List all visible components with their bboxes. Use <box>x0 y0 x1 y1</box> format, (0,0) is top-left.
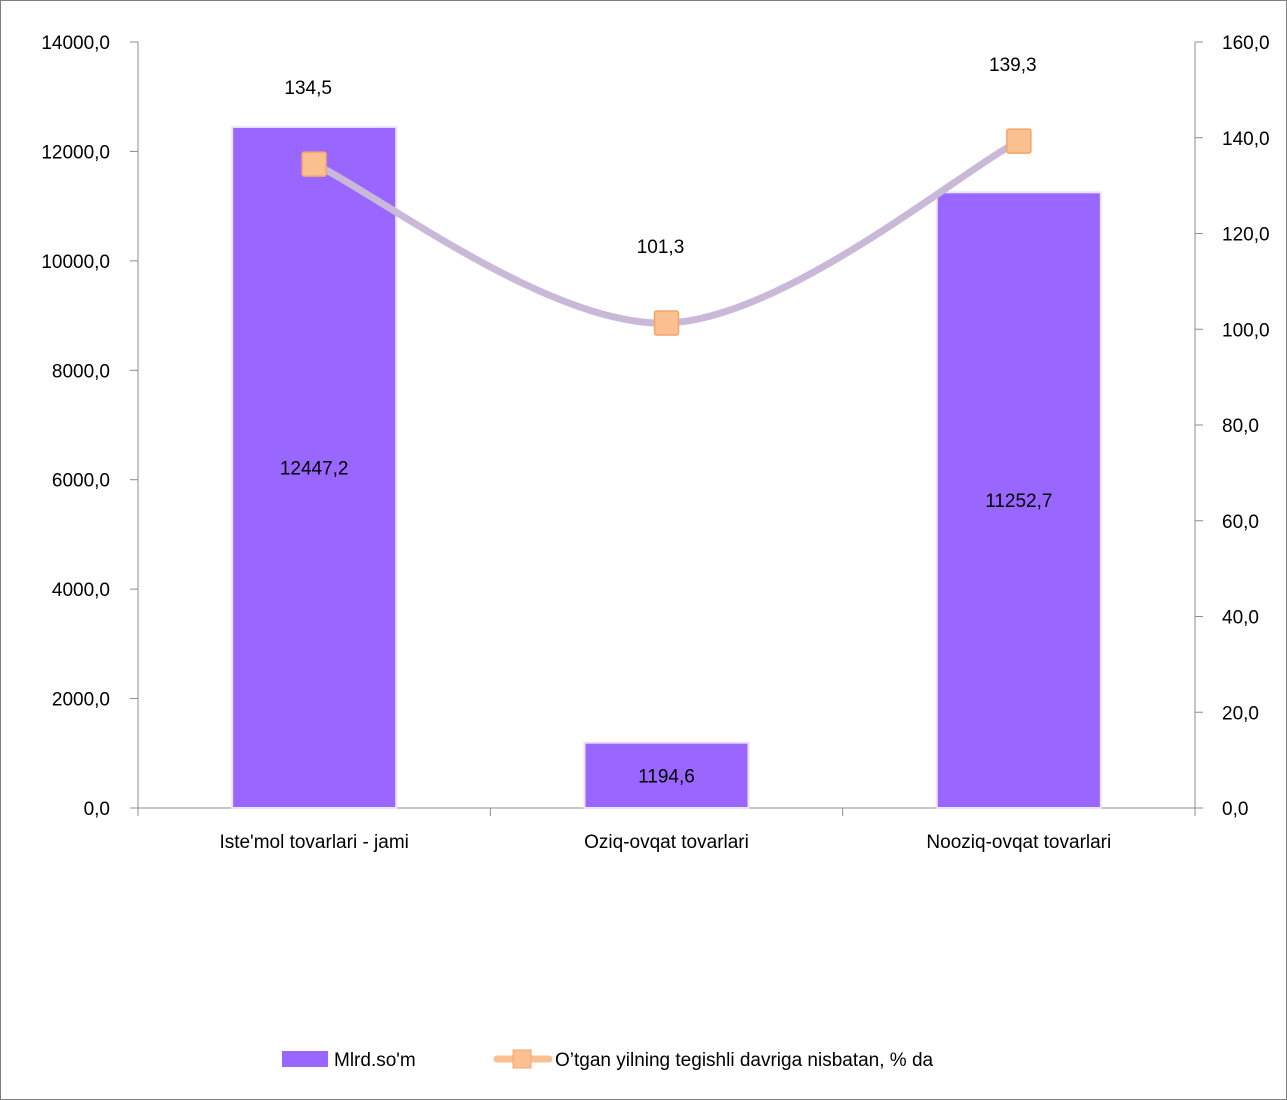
line-path <box>310 137 1023 327</box>
right-axis-tick-label: 100,0 <box>1222 320 1270 341</box>
bar-data-label: 11252,7 <box>985 491 1052 512</box>
left-axis-tick-label: 10000,0 <box>41 252 110 273</box>
data-labels: 12447,2 1194,6 11252,7 134,5 101,3 139,3 <box>280 55 1053 787</box>
bar-data-label: 1194,6 <box>638 766 695 787</box>
left-axis-tick-label: 0,0 <box>84 799 110 820</box>
x-axis-category-label: Oziq-ovqat tovarlari <box>584 832 749 853</box>
legend-label-bars: Mlrd.so'm <box>334 1050 416 1071</box>
bar <box>231 125 398 810</box>
left-axis-tick-label: 2000,0 <box>52 690 110 711</box>
right-axis-tick-label: 140,0 <box>1222 129 1270 150</box>
left-axis-tick-label: 12000,0 <box>41 142 110 163</box>
bar <box>583 741 750 809</box>
legend-marker-swatch <box>512 1049 532 1069</box>
right-axis-tick-label: 80,0 <box>1222 416 1259 437</box>
right-axis-tick-label: 160,0 <box>1222 33 1270 54</box>
x-axis-category-label: Iste'mol tovarlari - jami <box>219 832 408 853</box>
line-marker <box>653 310 680 336</box>
right-axis-tick-label: 0,0 <box>1222 799 1248 820</box>
right-axis-tick-label: 20,0 <box>1222 703 1259 724</box>
line-data-label: 101,3 <box>637 237 685 258</box>
line-marker <box>1006 128 1032 154</box>
legend-label-line: O’tgan yilning tegishli davriga nisbatan… <box>555 1050 934 1071</box>
left-axis-tick-label: 4000,0 <box>52 580 110 601</box>
legend: Mlrd.so'm O’tgan yilning tegishli davriga… <box>282 1049 934 1071</box>
left-axis-tick-label: 6000,0 <box>52 471 110 492</box>
bar <box>935 191 1102 810</box>
right-axis-tick-label: 60,0 <box>1222 512 1259 533</box>
line-data-label: 134,5 <box>284 78 332 99</box>
legend-swatch-bars <box>282 1051 328 1067</box>
line-marker <box>301 151 327 177</box>
bar-data-label: 12447,2 <box>280 458 349 479</box>
line-data-label: 139,3 <box>989 55 1037 76</box>
left-axis-tick-label: 8000,0 <box>52 361 110 382</box>
right-axis-tick-label: 120,0 <box>1222 225 1270 246</box>
left-axis-tick-label: 14000,0 <box>41 33 110 54</box>
axes: 0,0 2000,0 4000,0 6000,0 8000,0 10000,0 12000,… <box>41 33 1269 853</box>
bar-series <box>231 125 1102 810</box>
line-series <box>301 128 1032 336</box>
x-axis-category-label: Nooziq-ovqat tovarlari <box>926 832 1111 853</box>
right-axis-tick-label: 40,0 <box>1222 608 1259 629</box>
